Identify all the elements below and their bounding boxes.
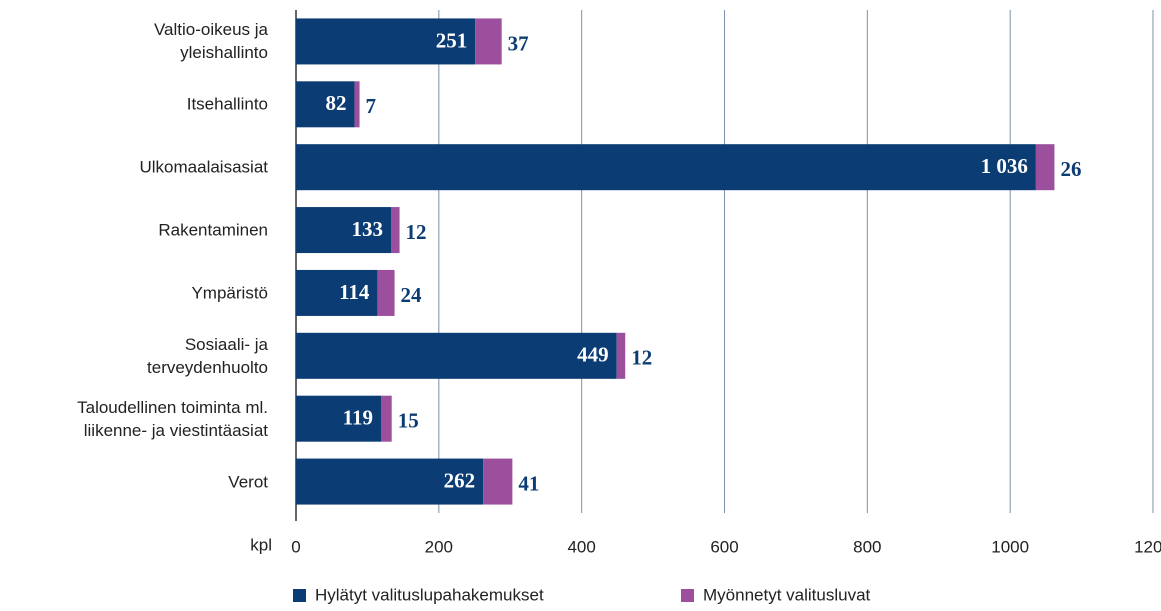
bar-segment xyxy=(296,144,1036,191)
bar-segment xyxy=(354,81,360,128)
x-axis-label: kpl xyxy=(250,535,272,554)
category-label: Verot xyxy=(228,472,268,492)
category-label: Itsehallinto xyxy=(186,94,268,114)
category-label: Taloudellinen toiminta ml. liikenne- ja … xyxy=(77,397,268,440)
category-label: Rakentaminen xyxy=(158,220,268,240)
bar-segment xyxy=(377,269,395,316)
bar-segment xyxy=(296,18,476,65)
category-label: Ympäristö xyxy=(191,283,268,303)
value-label: 12 xyxy=(631,346,652,370)
value-label: 449 xyxy=(577,343,609,367)
category-label: Valtio-oikeus ja yleishallinto xyxy=(153,20,268,63)
legend-swatch xyxy=(293,589,306,602)
bar-segment xyxy=(296,458,484,505)
legend-label: Myönnetyt valitusluvat xyxy=(703,585,871,604)
value-label: 12 xyxy=(406,220,427,244)
value-label: 133 xyxy=(351,217,383,241)
x-tick-label: 800 xyxy=(853,537,881,556)
bar-segment xyxy=(296,269,378,316)
value-label: 1 036 xyxy=(981,154,1028,178)
category-label: Ulkomaalaisasiat xyxy=(139,157,269,177)
value-label: 37 xyxy=(508,31,529,55)
bar-segment xyxy=(380,395,392,442)
bar-segment xyxy=(296,81,355,128)
value-label: 82 xyxy=(326,91,347,115)
bar-segment xyxy=(1035,144,1055,191)
bar-segment xyxy=(390,207,400,254)
bar-segment xyxy=(475,18,502,65)
x-tick-label: 1200 xyxy=(1134,537,1161,556)
x-tick-label: 1000 xyxy=(991,537,1029,556)
bar-segment xyxy=(483,458,513,505)
value-label: 262 xyxy=(444,468,476,492)
value-label: 251 xyxy=(436,28,468,52)
value-label: 119 xyxy=(343,406,373,430)
value-label: 114 xyxy=(339,280,370,304)
value-label: 15 xyxy=(398,409,419,433)
x-tick-label: 600 xyxy=(710,537,738,556)
bar-segment xyxy=(296,207,391,254)
value-label: 7 xyxy=(366,94,377,118)
x-tick-label: 400 xyxy=(567,537,595,556)
x-tick-label: 200 xyxy=(425,537,453,556)
category-label: Sosiaali- ja terveydenhuolto xyxy=(147,334,268,377)
legend-label: Hylätyt valituslupahakemukset xyxy=(315,585,544,604)
value-label: 24 xyxy=(401,283,423,307)
value-label: 41 xyxy=(518,471,539,495)
x-tick-label: 0 xyxy=(291,537,300,556)
legend-swatch xyxy=(681,589,694,602)
bar-segment xyxy=(616,332,626,379)
bar-segment xyxy=(296,395,381,442)
value-label: 26 xyxy=(1060,157,1081,181)
bar-segment xyxy=(296,332,617,379)
